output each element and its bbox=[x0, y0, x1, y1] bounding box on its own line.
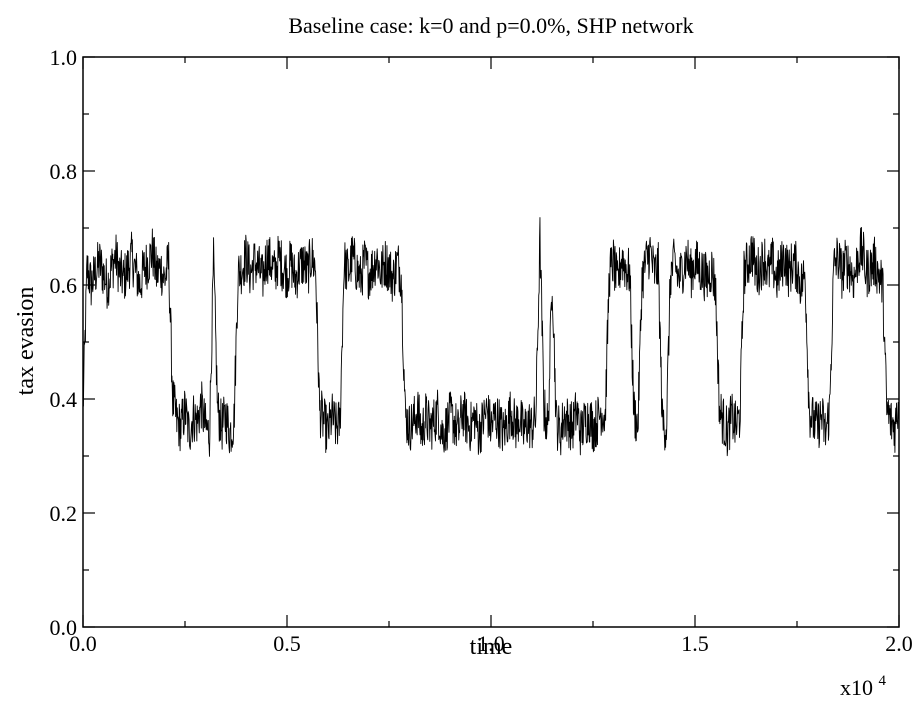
ticks-layer: 0.0 0.5 1.0 1.5 2.0 0.0 0.2 0.4 0.6 0.8 1.0 bbox=[50, 45, 913, 656]
x-tick-label: 0.5 bbox=[273, 631, 301, 656]
x-tick-label: 0.0 bbox=[69, 631, 97, 656]
y-tick-label: 1.0 bbox=[50, 45, 78, 70]
y-tick-label: 0.0 bbox=[50, 615, 78, 640]
x-multiplier-base: x10 bbox=[840, 675, 873, 700]
x-axis-label: time bbox=[470, 634, 513, 660]
x-tick-label: 2.0 bbox=[885, 631, 913, 656]
plot-frame bbox=[82, 56, 900, 628]
x-multiplier-exponent: 4 bbox=[879, 673, 887, 689]
y-tick-label: 0.6 bbox=[50, 273, 78, 298]
x-tick-label: 1.0 bbox=[477, 631, 505, 656]
x-tick-label: 1.5 bbox=[681, 631, 709, 656]
y-tick-label: 0.8 bbox=[50, 159, 78, 184]
x-multiplier: x10 4 bbox=[840, 673, 887, 700]
y-tick-label: 0.2 bbox=[50, 501, 78, 526]
y-axis-label: tax evasion bbox=[13, 287, 39, 396]
chart-title: Baseline case: k=0 and p=0.0%, SHP netwo… bbox=[288, 13, 693, 38]
y-tick-label: 0.4 bbox=[50, 387, 78, 412]
series-layer bbox=[82, 217, 900, 457]
series-line bbox=[82, 217, 900, 457]
